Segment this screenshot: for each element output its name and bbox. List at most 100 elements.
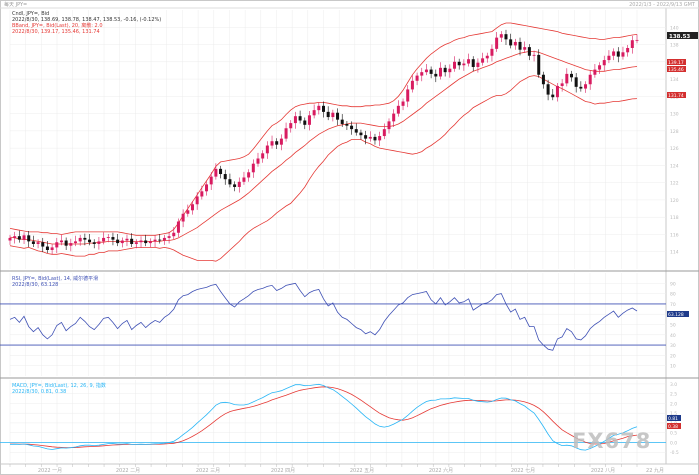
candle-down: [228, 179, 232, 185]
candle-down: [130, 238, 134, 244]
candle-up: [59, 240, 63, 243]
macd-tick-label: 1.5: [670, 411, 677, 417]
candle-up: [560, 83, 564, 86]
x-axis-label: 2022 二月: [116, 468, 140, 474]
candle-down: [111, 237, 115, 240]
candle-up: [205, 184, 209, 192]
candle-up: [134, 242, 138, 244]
candle-up: [167, 236, 171, 238]
price-tick-label: 124: [670, 163, 679, 169]
bband-mid-tag: [667, 66, 686, 72]
candle-up: [495, 37, 499, 49]
candle-up: [270, 141, 274, 146]
header-date-range: 2022/1/3 - 2022/9/13 GMT: [629, 2, 696, 8]
candle-up: [36, 242, 40, 244]
candle-down: [364, 135, 368, 139]
candle-up: [74, 241, 78, 244]
x-axis-label: 2022 六月: [429, 467, 453, 474]
candle-down: [546, 84, 550, 95]
candle-down: [45, 246, 49, 251]
candle-up: [467, 59, 471, 64]
candle-up: [410, 80, 414, 90]
candle-down: [303, 120, 307, 125]
price-tick-label: 140: [670, 25, 679, 31]
price-tick-label: 128: [670, 129, 679, 135]
candle-down: [350, 125, 354, 130]
candle-up: [406, 89, 410, 102]
rsi-axis-ticks: 102030405060708090: [670, 281, 676, 369]
signal-tag-text: 0.38: [668, 424, 678, 430]
macd-pane: -0.50.00.51.01.52.02.53.0 MACD, JPY=, Bi…: [0, 380, 681, 462]
candle-up: [513, 41, 517, 46]
macd-tag-text: 0.81: [668, 416, 678, 422]
candle-up: [279, 138, 283, 145]
candle-up: [289, 123, 293, 129]
candle-up: [139, 240, 143, 243]
candle-down: [41, 242, 45, 247]
candle-down: [326, 111, 330, 118]
candle-up: [186, 210, 190, 214]
candle-up: [415, 75, 419, 81]
macd-tick-label: 0.0: [670, 440, 677, 446]
rsi-tick-label: 90: [670, 281, 676, 287]
candle-up: [401, 101, 405, 106]
bband-mid-tag-text: 135.46: [668, 67, 684, 73]
candle-up: [584, 84, 588, 89]
price-legend-line2: 2022/8/30, 138.69, 138.78, 138.47, 138.5…: [12, 17, 161, 23]
candle-down: [457, 61, 461, 66]
x-axis-label: 2022 五月: [350, 468, 374, 474]
rsi-tick-label: 40: [670, 333, 676, 339]
candle-down: [518, 41, 522, 50]
candle-up: [499, 34, 503, 38]
candle-down: [298, 116, 302, 121]
candle-down: [275, 141, 279, 145]
candle-up: [607, 55, 611, 61]
macd-tick-label: 2.0: [670, 401, 677, 407]
x-axis-label: 2022 一月: [38, 468, 62, 474]
candle-up: [602, 60, 606, 66]
rsi-tick-label: 30: [670, 343, 676, 349]
x-axis-label: 2022 七月: [511, 467, 535, 474]
candle-down: [322, 105, 325, 112]
candle-up: [387, 121, 391, 130]
candle-up: [13, 236, 17, 238]
candle-up: [261, 153, 265, 159]
candle-down: [158, 239, 162, 241]
price-tick-label: 130: [670, 112, 679, 118]
macd-series: [0, 383, 666, 451]
candle-up: [368, 136, 372, 139]
candle-up: [120, 240, 124, 244]
candle-down: [527, 47, 531, 56]
candle-up: [148, 241, 152, 244]
candle-down: [17, 236, 21, 240]
candle-up: [97, 241, 101, 244]
bband-upper-tag: [667, 59, 686, 65]
candle-up: [555, 85, 559, 98]
candle-up: [307, 115, 311, 125]
candle-down: [434, 73, 438, 77]
candle-up: [190, 204, 194, 211]
candle-up: [162, 237, 166, 241]
candle-down: [616, 51, 620, 57]
candle-up: [247, 172, 251, 178]
candle-up: [565, 73, 569, 84]
candle-up: [69, 243, 73, 246]
candle-up: [453, 61, 457, 69]
candle-down: [509, 39, 513, 46]
candle-down: [471, 59, 475, 67]
bband-legend-line2: 2022/8/30, 139.17, 135.46, 131.74: [12, 29, 100, 35]
macd-tick-label: 0.5: [670, 431, 677, 437]
candle-down: [219, 168, 223, 175]
candle-down: [354, 129, 358, 133]
candle-down: [373, 136, 377, 141]
macd-line: [9, 383, 638, 451]
header-title: 每天 JPY=: [4, 1, 27, 8]
price-tick-label: 134: [670, 77, 679, 83]
candle-up: [481, 58, 485, 63]
price-tick-label: 120: [670, 198, 679, 204]
macd-tick-label: 3.0: [670, 382, 677, 388]
rsi-tag-text: 63.128: [668, 312, 684, 318]
candle-up: [588, 74, 592, 85]
candle-up: [612, 51, 616, 56]
